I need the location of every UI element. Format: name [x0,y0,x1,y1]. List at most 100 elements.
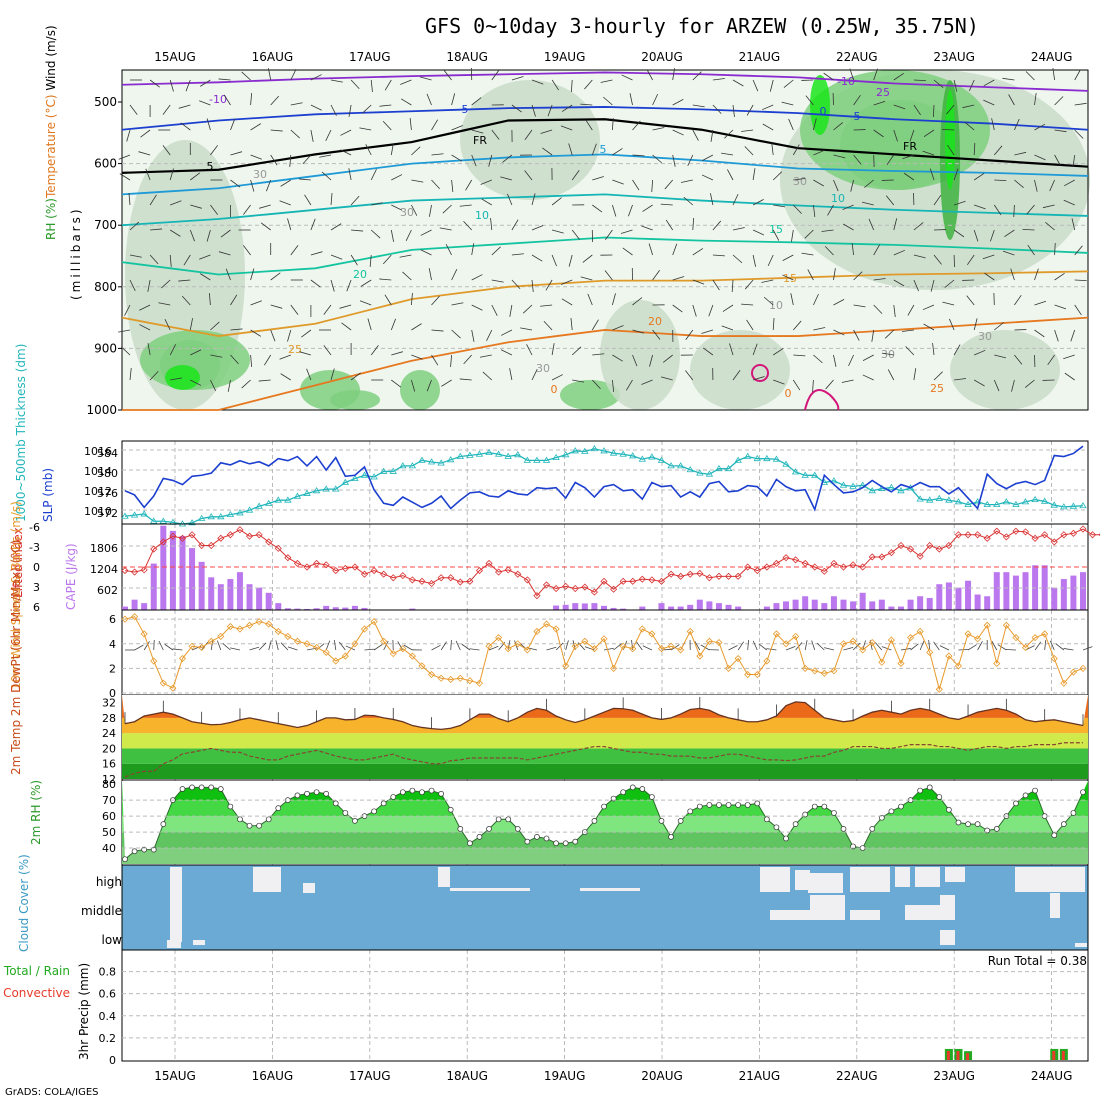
wind-barb-10m [364,648,375,651]
wind-barb [149,254,159,265]
wind-speed-point [1002,621,1010,629]
date-label-top: 18AUG [446,50,488,64]
wind-barb [572,379,585,383]
wind-barb [431,153,444,156]
wind-barb [481,198,493,206]
li-tick-label: 0 [33,561,40,574]
wind-barb [1022,228,1035,231]
rh-point [1060,821,1067,827]
wind-barb [732,79,744,87]
wind-barb [701,329,714,334]
wind-barb-10m [258,642,267,651]
lifted-index-point [667,570,675,578]
wind-barb [953,200,966,206]
rh-point [419,789,425,796]
wind-barb [591,143,597,156]
wind-barb [1027,244,1035,256]
wind-speed-point [265,620,273,628]
lifted-index-point [954,531,963,539]
wind-barb [266,179,272,192]
thickness-point [264,499,273,506]
wind-barb [531,369,538,381]
wind-label: 10m Wind Speed & Barbs (m/s) [9,501,23,690]
wind-barb [782,254,794,261]
contour-label: 0 [785,387,792,400]
thickness-point [475,450,484,457]
lifted-index-point [418,577,426,585]
wind-barb [351,229,364,232]
wind-barb [1010,268,1015,281]
thickness-point [1012,500,1020,508]
rh-point [275,805,282,811]
wind-barb [411,146,421,156]
rh-point [342,810,349,816]
wind-speed-point [926,648,934,656]
rh-band [122,832,1088,849]
clear-sky-patch [940,895,955,920]
thickness-point [945,496,953,503]
wind-barb [1034,154,1046,161]
wind-barb [953,79,958,92]
wind-barb [561,104,573,112]
thickness-point [1079,501,1087,509]
wind-barb [732,370,741,381]
clear-sky-patch [193,940,205,945]
wind-barb [710,193,714,206]
lifted-index-point [600,577,608,585]
rh-tick-label: 50 [102,826,116,839]
lifted-index-point [1050,538,1058,546]
wind-barb [1074,69,1081,81]
wind-barb [672,99,684,106]
wind-barb [907,304,915,316]
rh-point [476,834,483,840]
wind-barb [367,318,372,331]
contour-label: 10 [831,192,845,205]
thickness-point [590,444,599,452]
wind-barb [301,329,312,338]
wind-barb [420,229,432,236]
wind-barb-10m [431,644,441,651]
temp-label: 2m Temp 2m DewPt (6hr Min/Max) (°C) [9,540,23,775]
cape-bar [169,530,176,610]
wind-barb-10m [217,640,222,651]
lifted-index-point [926,541,934,550]
wind-barb [746,319,754,331]
wind-barb [1054,242,1056,256]
wind-barb [772,318,775,331]
wind-barb [664,179,674,190]
wind-barb [942,301,955,306]
wind-barb [210,204,218,215]
wind-barb-10m [210,640,214,651]
wind-barb [612,118,614,131]
wind-speed-point [150,657,158,665]
wind-barb [1054,329,1059,342]
cape-bar [179,536,186,610]
wind-barb [721,152,734,156]
wind-barb [551,374,563,381]
wind-speed-point [983,621,991,629]
thickness-point [935,494,944,501]
thickness-point [993,500,1001,508]
thickness-point [1002,498,1011,505]
wind-barb [842,204,854,211]
wind-barb [150,228,163,231]
rh-point [572,838,579,845]
wind-barb [511,104,522,113]
thickness-point [514,451,522,458]
rh-point [706,802,713,808]
lifted-index-point [523,576,531,584]
wind-barb [905,346,915,356]
wind-barb [1013,204,1015,218]
wind-barb [250,179,255,192]
wind-speed-point [1079,664,1087,672]
wind-barb-10m [843,647,854,651]
thickness-label: 1000~500mb Thickness (dm) [14,344,28,522]
wind-barb [210,354,223,358]
wind-barb [1054,272,1065,281]
wind-barb [270,304,283,309]
wind-speed-point [811,667,819,675]
wind-barb [260,222,271,231]
wind-barb [652,154,662,164]
wind-barb [210,321,220,331]
cloud-ylabel: Cloud Cover (%) [17,854,31,952]
